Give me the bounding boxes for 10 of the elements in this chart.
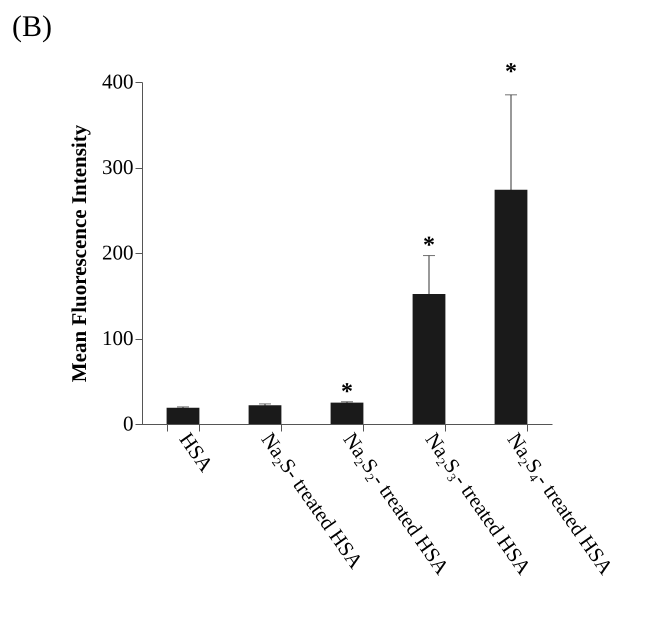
y-tick-label: 0 [123, 412, 134, 436]
y-tick-label: 100 [102, 326, 134, 350]
annotation: * [423, 232, 435, 259]
annotation: * [341, 378, 353, 405]
annotation: * [505, 59, 517, 85]
y-tick-label: 200 [102, 240, 134, 264]
y-axis-title: Mean Fluorescence Intensity [67, 124, 91, 382]
chart-title: (B) [12, 10, 52, 43]
y-tick-label: 300 [102, 155, 134, 179]
y-tick-label: 400 [102, 70, 134, 94]
